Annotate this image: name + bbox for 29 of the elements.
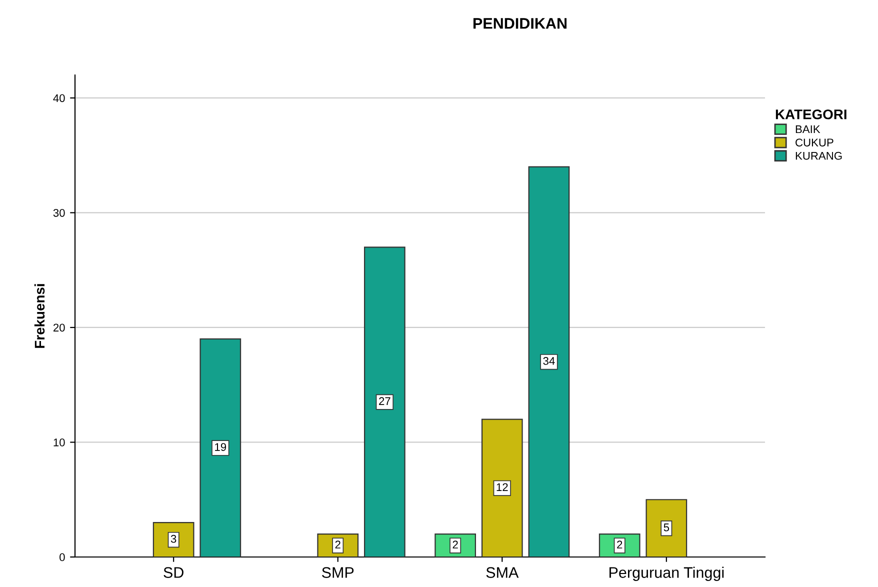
data-label: 2 xyxy=(617,540,622,548)
data-label: 3 xyxy=(170,534,176,543)
y-axis-title: Frekuensi xyxy=(34,284,45,348)
legend-label: CUKUP xyxy=(796,138,834,146)
bar xyxy=(200,338,242,557)
bar xyxy=(528,166,570,557)
bar xyxy=(646,499,688,557)
x-tick-label: SMA xyxy=(486,567,519,578)
x-tick-label: SD xyxy=(164,567,184,578)
y-tick-label: 20 xyxy=(53,324,65,332)
legend-label: KURANG xyxy=(796,152,842,160)
y-tick-label: 0 xyxy=(60,553,65,562)
legend-title: KATEGORI xyxy=(776,109,846,120)
y-tick-label: 30 xyxy=(53,208,65,217)
y-tick-label: 10 xyxy=(54,438,65,446)
legend-label: BAIK xyxy=(796,125,820,134)
y-tick-label: 40 xyxy=(53,94,65,102)
x-tick-label: SMP xyxy=(322,567,354,578)
data-label: 2 xyxy=(452,540,458,548)
data-label: 34 xyxy=(543,357,555,365)
data-label: 19 xyxy=(215,443,226,451)
chart-title: PENDIDIKAN xyxy=(473,18,567,29)
data-label: 5 xyxy=(664,524,670,532)
data-label: 12 xyxy=(496,483,508,492)
bar xyxy=(481,418,523,557)
data-label: 27 xyxy=(379,397,390,405)
bar xyxy=(364,246,406,557)
data-label: 2 xyxy=(335,540,340,548)
x-tick-label: Perguruan Tinggi xyxy=(610,566,724,581)
